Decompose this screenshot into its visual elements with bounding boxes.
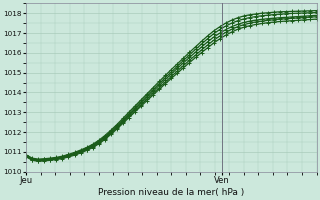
X-axis label: Pression niveau de la mer( hPa ): Pression niveau de la mer( hPa ) bbox=[98, 188, 244, 197]
